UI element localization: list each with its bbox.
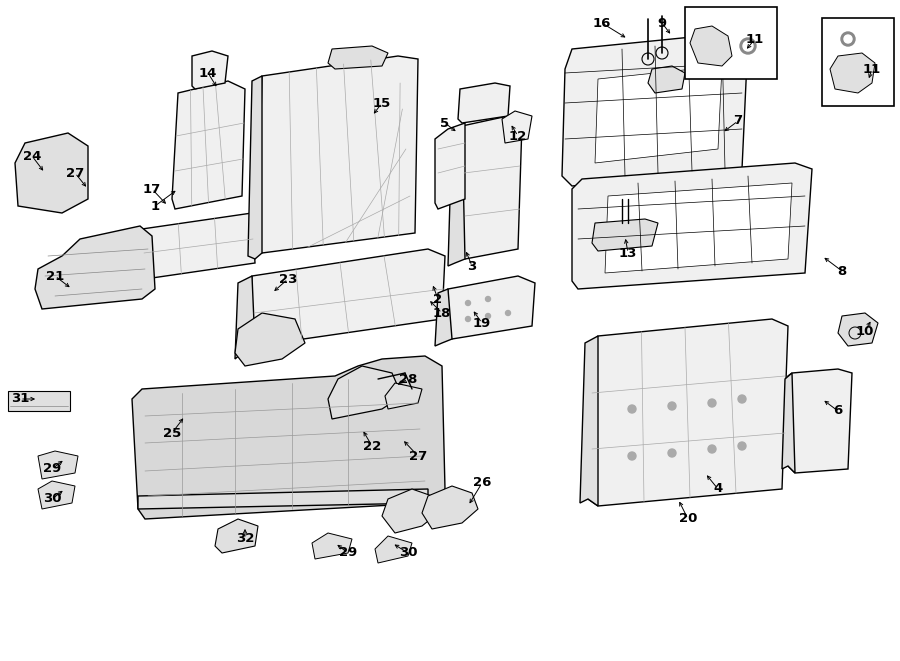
Circle shape bbox=[740, 38, 756, 54]
Polygon shape bbox=[138, 489, 428, 509]
Circle shape bbox=[738, 442, 746, 450]
Text: 25: 25 bbox=[163, 426, 181, 440]
Text: 16: 16 bbox=[593, 17, 611, 30]
Polygon shape bbox=[838, 313, 878, 346]
Polygon shape bbox=[435, 123, 465, 209]
Text: 3: 3 bbox=[467, 260, 477, 272]
Text: 14: 14 bbox=[199, 67, 217, 79]
Circle shape bbox=[465, 317, 471, 321]
Text: 6: 6 bbox=[833, 405, 842, 418]
Polygon shape bbox=[422, 486, 478, 529]
Circle shape bbox=[708, 399, 716, 407]
Polygon shape bbox=[382, 489, 438, 533]
Circle shape bbox=[485, 313, 490, 319]
Polygon shape bbox=[215, 519, 258, 553]
Text: 9: 9 bbox=[657, 17, 667, 30]
Text: 30: 30 bbox=[43, 492, 61, 506]
Text: 23: 23 bbox=[279, 272, 297, 286]
Polygon shape bbox=[502, 111, 532, 143]
Polygon shape bbox=[562, 33, 748, 186]
Text: 24: 24 bbox=[22, 149, 41, 163]
Polygon shape bbox=[385, 383, 422, 409]
Text: 13: 13 bbox=[619, 247, 637, 260]
Text: 8: 8 bbox=[837, 264, 847, 278]
Polygon shape bbox=[448, 126, 465, 266]
Circle shape bbox=[841, 32, 855, 46]
Polygon shape bbox=[328, 366, 402, 419]
Polygon shape bbox=[830, 53, 875, 93]
Polygon shape bbox=[375, 536, 412, 563]
Polygon shape bbox=[458, 116, 522, 259]
Text: 26: 26 bbox=[472, 477, 491, 490]
Text: 31: 31 bbox=[11, 393, 29, 405]
Circle shape bbox=[628, 405, 636, 413]
Polygon shape bbox=[580, 336, 598, 506]
Circle shape bbox=[668, 402, 676, 410]
Polygon shape bbox=[445, 276, 535, 339]
Circle shape bbox=[506, 311, 510, 315]
Text: 12: 12 bbox=[508, 130, 527, 143]
Circle shape bbox=[668, 449, 676, 457]
Text: 27: 27 bbox=[409, 449, 428, 463]
Polygon shape bbox=[328, 46, 388, 69]
Bar bbox=[8, 391, 70, 411]
Text: 27: 27 bbox=[66, 167, 84, 180]
Polygon shape bbox=[135, 229, 145, 293]
Polygon shape bbox=[605, 183, 792, 273]
Polygon shape bbox=[38, 451, 78, 479]
Polygon shape bbox=[648, 66, 685, 93]
Circle shape bbox=[844, 35, 852, 43]
Polygon shape bbox=[588, 319, 788, 506]
Polygon shape bbox=[435, 289, 452, 346]
Text: 4: 4 bbox=[714, 483, 723, 496]
Polygon shape bbox=[782, 373, 795, 473]
Polygon shape bbox=[132, 356, 445, 519]
Circle shape bbox=[738, 395, 746, 403]
Bar bbox=[822, 18, 894, 106]
Polygon shape bbox=[142, 213, 255, 279]
Text: 22: 22 bbox=[363, 440, 381, 453]
Polygon shape bbox=[572, 163, 812, 289]
Circle shape bbox=[628, 452, 636, 460]
Polygon shape bbox=[592, 219, 658, 251]
Text: 1: 1 bbox=[150, 200, 159, 212]
Polygon shape bbox=[172, 81, 245, 209]
Polygon shape bbox=[38, 481, 75, 509]
Circle shape bbox=[708, 445, 716, 453]
Polygon shape bbox=[235, 313, 305, 366]
Bar bbox=[685, 7, 777, 79]
Polygon shape bbox=[192, 51, 228, 89]
Polygon shape bbox=[35, 226, 155, 309]
Polygon shape bbox=[248, 249, 445, 346]
Text: 19: 19 bbox=[472, 317, 491, 329]
Text: 7: 7 bbox=[734, 114, 742, 128]
Text: 18: 18 bbox=[433, 307, 451, 319]
Text: 15: 15 bbox=[373, 97, 392, 110]
Text: 17: 17 bbox=[143, 182, 161, 196]
Text: 29: 29 bbox=[339, 547, 357, 559]
Circle shape bbox=[743, 41, 753, 51]
Circle shape bbox=[465, 301, 471, 305]
Text: 30: 30 bbox=[399, 547, 418, 559]
Text: 11: 11 bbox=[746, 32, 764, 46]
Polygon shape bbox=[690, 26, 732, 66]
Polygon shape bbox=[15, 133, 88, 213]
Text: 2: 2 bbox=[434, 293, 443, 305]
Text: 20: 20 bbox=[679, 512, 698, 525]
Polygon shape bbox=[458, 83, 510, 123]
Polygon shape bbox=[258, 56, 418, 253]
Text: 29: 29 bbox=[43, 463, 61, 475]
Polygon shape bbox=[788, 369, 852, 473]
Text: 32: 32 bbox=[236, 533, 254, 545]
Text: 5: 5 bbox=[440, 116, 450, 130]
Circle shape bbox=[485, 297, 490, 301]
Polygon shape bbox=[248, 76, 262, 259]
Polygon shape bbox=[595, 66, 722, 163]
Text: 21: 21 bbox=[46, 270, 64, 282]
Text: 28: 28 bbox=[399, 373, 418, 385]
Polygon shape bbox=[312, 533, 352, 559]
Text: 10: 10 bbox=[856, 325, 874, 338]
Text: 11: 11 bbox=[863, 63, 881, 75]
Polygon shape bbox=[235, 276, 255, 359]
